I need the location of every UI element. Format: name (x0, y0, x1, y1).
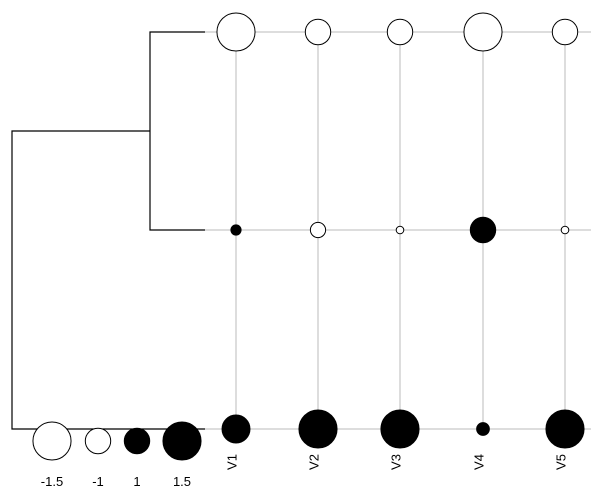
column-label-v5: V5 (554, 454, 569, 470)
bubble-r3-v4 (477, 423, 490, 436)
bubble-r2-v5 (561, 226, 569, 234)
bubble-r1-v5 (552, 19, 577, 44)
dendrogram-branch-outer (12, 131, 205, 429)
legend-bubble-1 (33, 422, 71, 460)
legend: -1.5 -1 1 1.5 (33, 422, 201, 489)
bubble-r2-v1 (231, 225, 241, 235)
column-label-v3: V3 (389, 454, 404, 470)
legend-bubble-4 (163, 422, 201, 460)
legend-label-3: 1 (133, 474, 140, 489)
bubble-r3-v2 (299, 410, 337, 448)
column-label-v2: V2 (307, 454, 322, 470)
legend-label-1: -1.5 (41, 474, 63, 489)
bubble-r2-v4 (470, 217, 495, 242)
column-label-v1: V1 (225, 454, 240, 470)
legend-label-2: -1 (92, 474, 104, 489)
bubble-r3-v1 (222, 415, 250, 443)
bubble-r3-v5 (546, 410, 584, 448)
dendrogram-branch-inner (150, 32, 205, 230)
bubble-r2-v3 (396, 226, 404, 234)
bubble-r1-v3 (387, 19, 412, 44)
dendrogram (12, 32, 205, 429)
legend-label-4: 1.5 (173, 474, 191, 489)
bubble-r1-v2 (305, 19, 330, 44)
column-label-v4: V4 (472, 454, 487, 470)
bubble-r1-v4 (464, 13, 502, 51)
bubble-r2-v2 (310, 222, 325, 237)
bubble-r3-v3 (381, 410, 419, 448)
bubble-r1-v1 (217, 13, 255, 51)
column-labels: V1 V2 V3 V4 V5 (225, 454, 569, 470)
legend-bubble-2 (85, 428, 110, 453)
legend-bubble-3 (124, 428, 149, 453)
